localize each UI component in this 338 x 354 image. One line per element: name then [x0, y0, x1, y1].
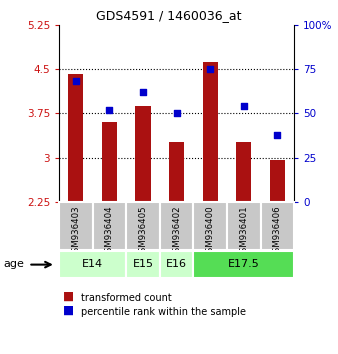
Bar [236, 142, 251, 202]
Bar [193, 251, 294, 278]
Point [174, 110, 179, 116]
Bar [93, 202, 126, 250]
Bar [270, 160, 285, 202]
Bar [68, 74, 83, 202]
Text: GSM936403: GSM936403 [71, 206, 80, 258]
Bar [160, 202, 193, 250]
Text: E14: E14 [82, 259, 103, 269]
Text: ■: ■ [63, 290, 74, 303]
Text: percentile rank within the sample: percentile rank within the sample [81, 307, 246, 317]
Text: E17.5: E17.5 [228, 259, 260, 269]
Text: ■: ■ [63, 304, 74, 317]
Text: transformed count: transformed count [81, 293, 172, 303]
Bar [227, 202, 261, 250]
Text: GSM936404: GSM936404 [105, 206, 114, 258]
Point [140, 89, 146, 95]
Text: GSM936400: GSM936400 [206, 206, 215, 258]
Text: E16: E16 [166, 259, 187, 269]
Text: GSM936402: GSM936402 [172, 206, 181, 258]
Text: GDS4591 / 1460036_at: GDS4591 / 1460036_at [96, 9, 242, 22]
Bar [102, 122, 117, 202]
Bar [59, 202, 93, 250]
Bar [261, 202, 294, 250]
Bar [59, 251, 126, 278]
Bar [160, 251, 193, 278]
Bar [126, 251, 160, 278]
Point [107, 107, 112, 113]
Bar [193, 202, 227, 250]
Text: age: age [3, 259, 24, 269]
Bar [136, 106, 151, 202]
Bar [126, 202, 160, 250]
Point [274, 132, 280, 137]
Text: GSM936406: GSM936406 [273, 206, 282, 258]
Point [73, 79, 79, 84]
Bar [202, 62, 218, 202]
Point [208, 66, 213, 72]
Bar [169, 142, 184, 202]
Point [241, 103, 246, 109]
Text: GSM936405: GSM936405 [139, 206, 148, 258]
Text: GSM936401: GSM936401 [239, 206, 248, 258]
Text: E15: E15 [132, 259, 153, 269]
